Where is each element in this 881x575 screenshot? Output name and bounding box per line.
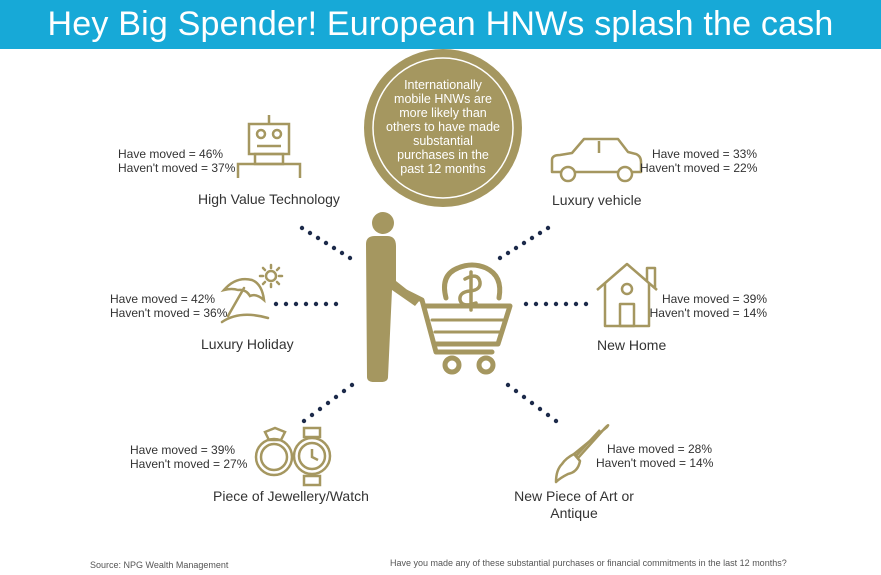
- vehicle-have-moved: Have moved = 33%: [651, 147, 757, 161]
- art-label-line1: New Piece of Art or: [514, 488, 634, 504]
- art-label: New Piece of Art or Antique: [505, 488, 643, 522]
- source-note: Source: NPG Wealth Management: [90, 560, 229, 570]
- holiday-have-moved: Have moved = 42%: [110, 292, 216, 306]
- house-icon: [596, 262, 658, 328]
- home-stats: Have moved = 39% Haven't moved = 14%: [648, 292, 767, 320]
- art-havent-moved: Haven't moved = 14%: [596, 456, 714, 470]
- car-icon: [550, 137, 643, 183]
- home-havent-moved: Haven't moved = 14%: [649, 306, 767, 320]
- art-stats: Have moved = 28% Haven't moved = 14%: [596, 442, 714, 470]
- robot-icon: [236, 115, 302, 178]
- shopper-icon: [366, 212, 420, 382]
- header-banner: Hey Big Spender! European HNWs splash th…: [0, 0, 881, 49]
- center-bubble-text: Internationally mobile HNWs are more lik…: [386, 78, 500, 176]
- jewellery-label: Piece of Jewellery/Watch: [213, 488, 369, 504]
- vehicle-label: Luxury vehicle: [552, 192, 642, 208]
- survey-question: Have you made any of these substantial p…: [390, 558, 787, 568]
- beach-umbrella-icon: [220, 263, 284, 324]
- holiday-stats: Have moved = 42% Haven't moved = 36%: [110, 292, 227, 320]
- center-bubble: [364, 49, 522, 207]
- connector-dots: [273, 225, 589, 424]
- ring-watch-icon: [254, 426, 332, 487]
- shopping-cart-icon: [403, 262, 513, 375]
- holiday-label: Luxury Holiday: [201, 336, 294, 352]
- jewellery-stats: Have moved = 39% Haven't moved = 27%: [130, 443, 247, 471]
- page-title: Hey Big Spender! European HNWs splash th…: [47, 5, 834, 43]
- tech-label: High Value Technology: [198, 191, 340, 207]
- vehicle-stats: Have moved = 33% Haven't moved = 22%: [640, 147, 757, 175]
- paintbrush-icon: [554, 424, 610, 484]
- tech-havent-moved: Haven't moved = 37%: [118, 161, 236, 175]
- home-have-moved: Have moved = 39%: [661, 292, 767, 306]
- holiday-havent-moved: Haven't moved = 36%: [110, 306, 228, 320]
- home-label: New Home: [597, 337, 667, 353]
- jewellery-have-moved: Have moved = 39%: [130, 443, 236, 457]
- art-have-moved: Have moved = 28%: [606, 442, 712, 456]
- tech-stats: Have moved = 46% Haven't moved = 37%: [118, 147, 235, 175]
- jewellery-havent-moved: Haven't moved = 27%: [130, 457, 248, 471]
- vehicle-havent-moved: Haven't moved = 22%: [640, 161, 758, 175]
- art-label-line2: Antique: [550, 505, 598, 521]
- tech-have-moved: Have moved = 46%: [118, 147, 224, 161]
